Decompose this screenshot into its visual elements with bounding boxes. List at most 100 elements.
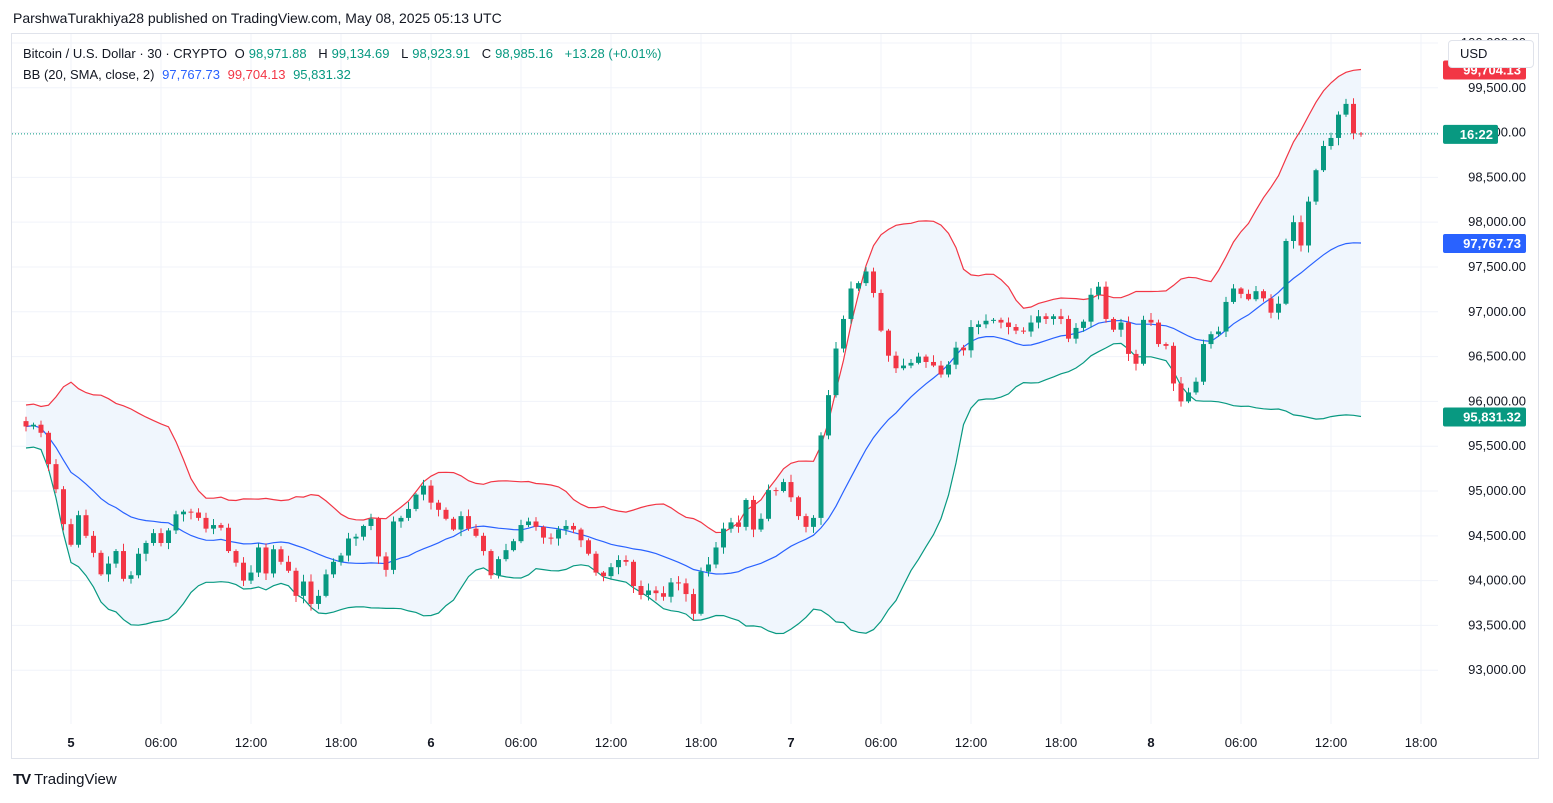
candle-body — [781, 482, 786, 492]
candle-body — [1163, 344, 1169, 346]
candle — [181, 509, 186, 522]
candle — [1088, 288, 1094, 328]
candle — [316, 589, 321, 610]
candle-body — [706, 564, 711, 572]
indicator-name[interactable]: BB (20, SMA, close, 2) — [23, 67, 155, 82]
candle — [548, 533, 554, 545]
candle-body — [961, 347, 966, 351]
candle — [188, 508, 194, 520]
time-tick-label: 12:00 — [595, 735, 628, 750]
candle — [1306, 196, 1311, 253]
candle-body — [83, 515, 89, 536]
candle — [1193, 377, 1199, 395]
candle-body — [803, 516, 809, 527]
candle — [571, 522, 576, 534]
price-tick-label: 97,000.00 — [1468, 304, 1526, 319]
time-tick-label: 12:00 — [955, 735, 988, 750]
candle — [646, 583, 651, 601]
candle — [361, 524, 366, 541]
candle-body — [998, 319, 1004, 323]
candle-body — [1088, 294, 1094, 322]
candle — [1358, 132, 1364, 137]
candle-body — [563, 525, 569, 530]
candle — [818, 432, 824, 525]
candle — [518, 519, 524, 544]
candle-body — [1276, 303, 1281, 313]
low-value: 98,923.91 — [412, 46, 471, 61]
candle-body — [68, 524, 74, 545]
candle-body — [1216, 331, 1221, 335]
candle — [1321, 140, 1326, 172]
brand[interactable]: TV TradingView — [13, 771, 117, 788]
time-axis: 5 06:00 12:00 18:00 6 06:00 12:00 18:00 7 06:00 12… — [67, 735, 1437, 750]
candle-body — [1171, 345, 1176, 384]
candle — [413, 493, 419, 512]
time-tick-label: 6 — [427, 735, 434, 750]
candle — [1261, 289, 1266, 302]
time-tick-label: 06:00 — [145, 735, 178, 750]
candle — [668, 577, 674, 603]
tradingview-logo-icon: TV — [13, 771, 31, 788]
candle — [841, 315, 846, 353]
candle — [713, 542, 719, 569]
candle-body — [931, 361, 936, 366]
candle-body — [953, 347, 959, 365]
candle — [983, 314, 989, 329]
candle — [278, 546, 284, 565]
candle-body — [98, 552, 104, 575]
candle — [803, 513, 809, 533]
candle — [158, 528, 164, 547]
candle — [758, 513, 764, 532]
candle-body — [976, 324, 981, 328]
time-tick-label: 8 — [1147, 735, 1154, 750]
candle — [346, 532, 351, 562]
candle-body — [773, 490, 779, 492]
candle-body — [113, 551, 119, 564]
candle-body — [383, 556, 389, 570]
candles — [23, 98, 1364, 621]
candle — [211, 518, 216, 535]
candle — [976, 320, 981, 335]
price-tick-label: 94,500.00 — [1468, 528, 1526, 543]
candle — [496, 556, 501, 579]
symbol-name[interactable]: Bitcoin / U.S. Dollar · 30 · CRYPTO — [23, 46, 227, 61]
candle — [578, 527, 584, 548]
candle — [308, 574, 314, 611]
candle-body — [826, 395, 831, 436]
candle — [226, 523, 231, 553]
close-value: 98,985.16 — [495, 46, 553, 61]
candle-body — [241, 562, 246, 581]
candle — [773, 487, 779, 496]
candle — [616, 555, 621, 575]
chart-area[interactable]: 93,000.00 93,500.00 94,000.00 94,500.00 95,0… — [12, 34, 1538, 759]
candle — [1133, 349, 1139, 371]
candle-body — [31, 424, 36, 427]
candle — [76, 510, 81, 548]
candle-body — [1066, 318, 1071, 339]
candle-body — [53, 464, 59, 490]
brand-name: TradingView — [34, 771, 117, 788]
candle — [826, 390, 831, 440]
time-tick-label: 18:00 — [325, 735, 358, 750]
candle — [451, 516, 456, 532]
candle-body — [488, 551, 494, 576]
candle — [653, 586, 659, 601]
candle — [1298, 215, 1304, 252]
candle-body — [1268, 298, 1274, 313]
candle-body — [1006, 322, 1011, 328]
currency-button[interactable]: USD — [1448, 40, 1534, 68]
candle-body — [38, 424, 44, 433]
bb-lower-badge-text: 95,831.32 — [1463, 410, 1521, 425]
candle-body — [1223, 301, 1229, 332]
candle — [233, 549, 239, 567]
candle — [1171, 342, 1176, 391]
candle — [893, 351, 899, 374]
candle — [1246, 289, 1251, 301]
candle — [916, 352, 921, 365]
bb-lower-badge-bg — [1443, 407, 1526, 427]
candle-body — [1208, 334, 1214, 345]
price-tick-label: 98,500.00 — [1468, 169, 1526, 184]
candle-body — [811, 517, 816, 527]
candle — [781, 478, 786, 493]
candle-body — [151, 533, 156, 543]
